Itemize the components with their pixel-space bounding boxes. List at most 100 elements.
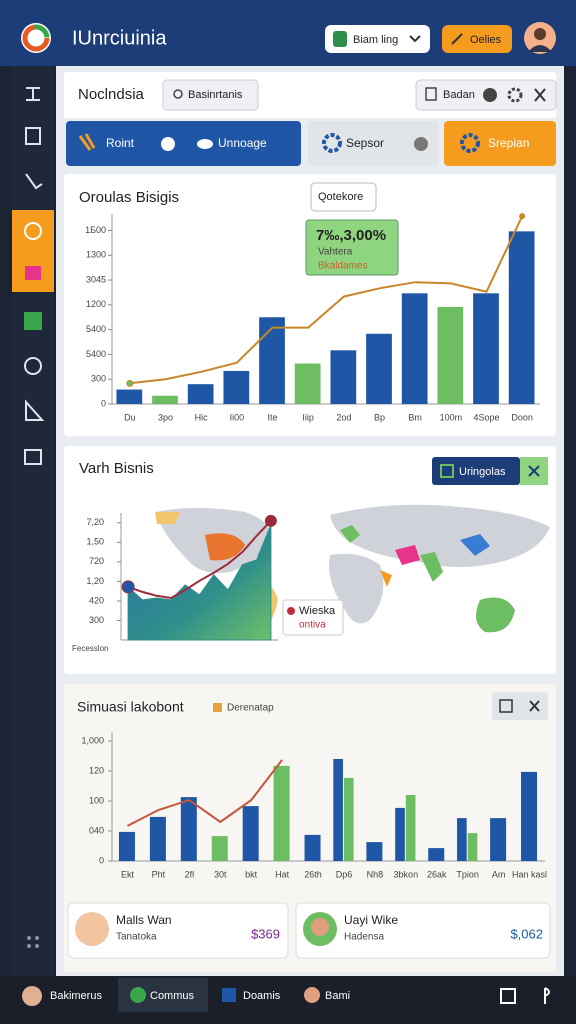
bar xyxy=(242,806,259,861)
y-tick-label: 040 xyxy=(89,825,104,835)
person-face xyxy=(311,918,329,936)
region xyxy=(460,534,490,556)
person-role: Tanatoka xyxy=(116,932,157,943)
x-tick-label: Ii00 xyxy=(230,412,245,422)
bar xyxy=(152,395,178,404)
search-placeholder[interactable]: Basinrtanis xyxy=(188,89,243,101)
chart-title: Oroulas Bisigis xyxy=(79,189,179,206)
person-role: Hadensa xyxy=(344,932,384,943)
callout-dot xyxy=(287,607,295,615)
chart-button-label[interactable]: Uringolas xyxy=(459,466,506,478)
region xyxy=(340,525,360,543)
tab-box[interactable] xyxy=(308,121,438,166)
chart-title: Simuasi lakobont xyxy=(77,699,184,715)
pen-icon xyxy=(451,33,463,45)
action-button[interactable] xyxy=(442,25,512,53)
tab[interactable]: Srepian xyxy=(488,136,529,150)
continent xyxy=(330,504,550,567)
person-card[interactable] xyxy=(67,902,289,959)
chart-card xyxy=(64,174,556,436)
x-tick-label: Ite xyxy=(267,412,277,422)
tab[interactable]: Unnoage xyxy=(218,136,267,150)
legend-label[interactable]: Derenatap xyxy=(227,703,274,714)
close-icon[interactable] xyxy=(534,88,546,102)
chart-button[interactable] xyxy=(310,182,377,212)
dot xyxy=(27,944,31,948)
region xyxy=(395,545,420,565)
x-tick-label: Bp xyxy=(374,412,385,422)
chart-button-label[interactable]: Qotekore xyxy=(318,191,363,203)
x-tick-label: Bm xyxy=(408,412,422,422)
taskbar-icon xyxy=(22,986,42,1006)
y-tick-label: 5400 xyxy=(86,349,106,359)
tab-dot xyxy=(161,137,175,151)
nav-icon[interactable] xyxy=(25,399,45,421)
tab-group xyxy=(66,121,301,166)
x-tick-label: Hat xyxy=(275,869,290,879)
x-tick-label: Dp6 xyxy=(336,869,353,879)
chart-title: Varh Bisnis xyxy=(79,460,154,477)
bar xyxy=(259,317,285,404)
tab-icon xyxy=(197,139,213,149)
line xyxy=(127,520,272,600)
chevron xyxy=(409,35,421,43)
person-card[interactable] xyxy=(295,902,551,959)
search-icon xyxy=(173,89,183,99)
nav-icon[interactable] xyxy=(24,312,42,330)
callout-text: Bkaldames xyxy=(318,261,367,272)
x-tick-label: bkt xyxy=(245,869,258,879)
tab[interactable]: Sepsor xyxy=(346,136,384,150)
taskbar-item[interactable]: Bami xyxy=(325,990,350,1002)
bar xyxy=(437,306,464,404)
taskbar-item[interactable]: Bakimerus xyxy=(50,990,102,1002)
x-label: Fecesslon xyxy=(72,644,108,653)
taskbar xyxy=(0,976,576,1024)
taskbar-item[interactable]: Doamis xyxy=(243,990,281,1002)
tab-icon xyxy=(322,133,342,153)
nav-icon[interactable] xyxy=(25,127,41,145)
region xyxy=(155,512,180,524)
person-name: Uayi Wike xyxy=(344,913,398,927)
close-icon[interactable] xyxy=(529,700,540,712)
search-box[interactable] xyxy=(162,79,259,111)
tab-box[interactable] xyxy=(444,121,556,166)
settings-icon[interactable] xyxy=(507,87,523,103)
nav-icon[interactable] xyxy=(26,87,40,101)
bar xyxy=(294,363,321,404)
nav-icon[interactable] xyxy=(24,449,42,465)
search-button[interactable] xyxy=(325,25,430,53)
share-icon[interactable] xyxy=(500,988,516,1004)
action-button-label[interactable]: Oelies xyxy=(470,34,502,46)
bar xyxy=(187,384,214,404)
continent xyxy=(476,597,515,633)
flag-icon[interactable] xyxy=(544,987,550,1004)
x-tick-label: Du xyxy=(124,412,136,422)
nav-icon[interactable] xyxy=(24,357,42,375)
callout-sub: ontiva xyxy=(299,620,326,631)
filter-label[interactable]: Badan xyxy=(443,89,475,101)
tab[interactable]: Roint xyxy=(106,136,135,150)
x-tick-label: 2fl xyxy=(185,869,195,879)
person-avatar xyxy=(75,912,109,946)
x-tick-label: 26ak xyxy=(427,869,447,879)
dot xyxy=(35,936,39,940)
bar xyxy=(366,333,392,404)
x-tick-label: 4Sope xyxy=(473,412,499,422)
y-tick-label: 1,50 xyxy=(86,537,104,547)
x-tick-label: Doon xyxy=(511,412,533,422)
bar xyxy=(521,771,538,861)
taskbar-item[interactable]: Commus xyxy=(150,990,195,1002)
callout-value: 7‰,3,00% xyxy=(316,227,386,244)
dot xyxy=(35,944,39,948)
person-amount: $,062 xyxy=(510,926,543,941)
expand-icon[interactable] xyxy=(499,699,513,713)
bar xyxy=(508,231,535,404)
search-button-label[interactable]: Biam ling xyxy=(353,34,398,46)
nav-icon[interactable] xyxy=(25,173,43,190)
toggle-icon[interactable] xyxy=(483,88,497,102)
line-end xyxy=(264,514,277,527)
bar xyxy=(118,831,135,861)
bar xyxy=(405,795,416,861)
x-tick-label: Iiip xyxy=(302,412,314,422)
x-tick-label: Am xyxy=(492,869,506,879)
